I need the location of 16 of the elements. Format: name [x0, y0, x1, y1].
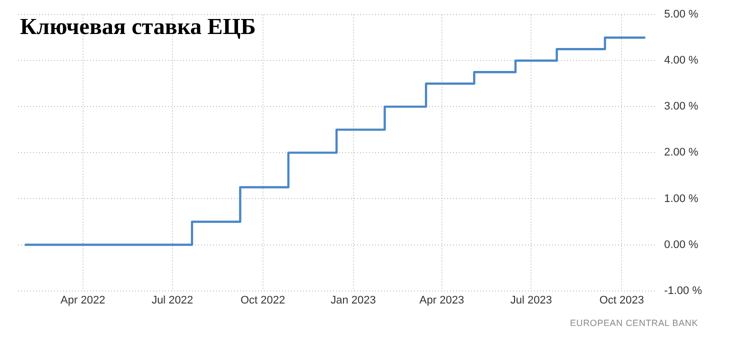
chart-title: Ключевая ставка ЕЦБ	[20, 14, 256, 40]
x-tick-label: Apr 2022	[60, 294, 106, 306]
x-tick-label: Jul 2023	[510, 294, 552, 306]
text: EUROPEAN CENTRAL BANK	[570, 318, 698, 328]
x-tick-label: Jul 2022	[152, 294, 194, 306]
x-tick-label: Oct 2023	[599, 294, 644, 306]
y-tick-label: 2.00 %	[664, 146, 699, 159]
y-tick-label: 4.00 %	[664, 54, 699, 67]
x-tick-label: Oct 2022	[240, 294, 286, 306]
x-tick-label: Apr 2023	[419, 294, 464, 306]
y-tick-label: 5.00 %	[664, 8, 699, 21]
x-tick-label: Jan 2023	[330, 294, 376, 306]
y-tick-label: 3.00 %	[664, 100, 699, 113]
y-tick-label: 1.00 %	[664, 192, 699, 205]
y-tick-label: 0.00 %	[664, 238, 699, 251]
y-tick-label: -1.00 %	[664, 284, 702, 297]
